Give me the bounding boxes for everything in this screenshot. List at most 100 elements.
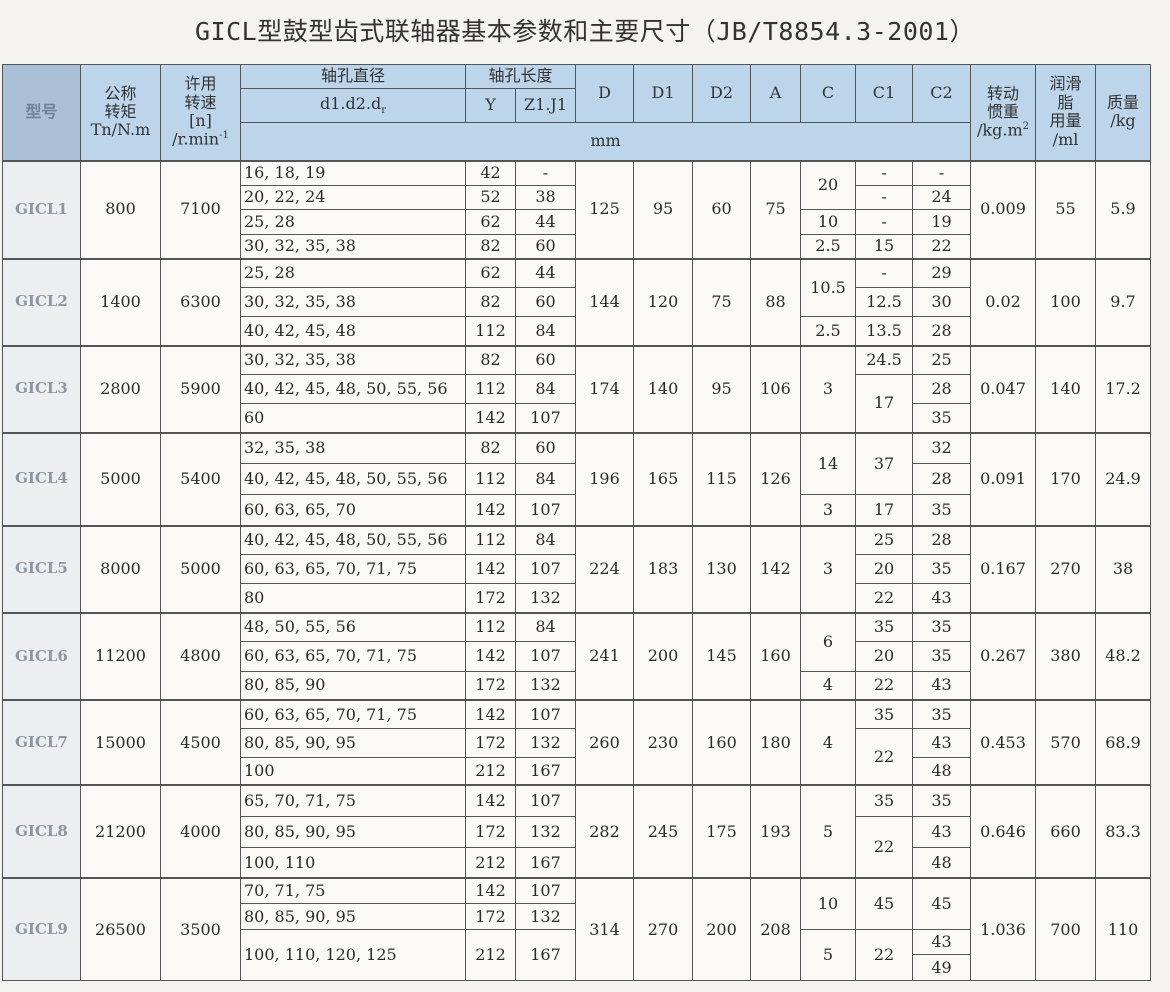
speed-cell: 6300 (160, 257, 241, 346)
dim-d2-cell: 160 (692, 699, 752, 786)
table-row: GICL5 8000 5000 40, 42, 45, 48, 50, 55, 56 1… (2, 524, 1152, 613)
bore-diameter-cell: 20, 22, 24 (240, 184, 466, 210)
dim-a-cell: 88 (750, 257, 802, 346)
bore-length-y-cell: 212 (465, 756, 516, 786)
bore-length-z1j1-cell: 107 (514, 641, 577, 672)
torque-cell: 1400 (80, 257, 161, 346)
speed-cell: 5000 (160, 524, 241, 613)
speed-cell: 7100 (160, 159, 241, 259)
table-row: 40, 42, 45, 48 112 84 2.5 13.5 28 (3, 316, 1151, 346)
bore-diameter-cell: 60, 63, 65, 70 (240, 494, 466, 526)
bore-length-z1j1-cell: 107 (514, 494, 577, 526)
inertia-cell: 0.009 (970, 159, 1037, 259)
dim-a-cell: 142 (750, 524, 802, 613)
dim-c2-cell: 35 (912, 699, 972, 730)
bore-length-y-cell: 112 (465, 316, 516, 346)
speed-cell: 3500 (160, 877, 241, 981)
mass-cell: 83.3 (1095, 784, 1152, 879)
grease-cell: 170 (1035, 431, 1097, 526)
dim-c-cell: 10 (800, 877, 857, 930)
torque-cell: 5000 (80, 431, 161, 526)
dim-c-cell: 5 (800, 784, 857, 879)
speed-cell: 4500 (160, 699, 241, 786)
header-bore-diameter: 轴孔直径 (240, 64, 466, 89)
table-row: GICL8 21200 4000 65, 70, 71, 75 142 107 282 245… (2, 784, 1152, 879)
dim-c2-cell: 35 (912, 784, 972, 817)
dim-c1-cell: 13.5 (855, 316, 914, 346)
header-model: 型号 (2, 64, 81, 161)
table-row: GICL9 26500 3500 70, 71, 75 142 107 314 270 200 2… (2, 877, 1152, 981)
bore-length-y-cell: 172 (465, 583, 516, 613)
bore-diameter-cell: 100 (240, 756, 466, 786)
dim-c2-cell: 43 (912, 670, 972, 701)
dim-c-cell: 2.5 (800, 316, 857, 346)
table-row: GICL1 800 7100 16, 18, 19 42-125 95 60 75 20- -0.… (2, 159, 1152, 259)
dim-d-cell: 282 (575, 784, 635, 879)
inertia-cell: 0.646 (970, 784, 1037, 879)
dim-d-cell: 144 (575, 257, 635, 346)
dim-c2-cell: 43 (912, 728, 972, 758)
bore-length-z1j1-cell: 107 (514, 554, 577, 584)
torque-cell: 8000 (80, 524, 161, 613)
bore-length-y-cell: 142 (465, 699, 516, 730)
dim-c-cell: 14 (800, 431, 857, 495)
bore-length-z1j1-cell: 60 (514, 287, 577, 317)
table-row: GICL2 1400 6300 25, 28 62 44 144 120 75 88 10.5-29… (2, 257, 1152, 346)
bore-length-y-cell: 62 (465, 209, 516, 235)
dim-d1-cell: 165 (633, 431, 694, 526)
mass-cell: 24.9 (1095, 431, 1152, 526)
bore-length-y-cell: 52 (465, 184, 516, 210)
bore-length-y-cell: 212 (465, 928, 516, 981)
bore-length-z1j1-cell: 44 (514, 209, 577, 235)
dim-c1-cell: 20 (855, 554, 914, 584)
bore-length-z1j1-cell: 38 (514, 184, 577, 210)
dim-d-cell: 241 (575, 611, 635, 701)
inertia-cell: 1.036 (970, 877, 1037, 981)
bore-diameter-cell: 60, 63, 65, 70, 71, 75 (240, 554, 466, 584)
dim-c1-cell: - (855, 159, 914, 186)
dim-c1-cell: 12.5 (855, 287, 914, 317)
dim-c1-cell: - (855, 209, 914, 235)
header-grease: 润滑脂用量/ml (1035, 64, 1097, 161)
bore-diameter-cell: 40, 42, 45, 48, 50, 55, 56 (240, 524, 466, 555)
dim-a-cell: 193 (750, 784, 802, 879)
inertia-cell: 0.453 (970, 699, 1037, 786)
bore-diameter-cell: 80, 85, 90, 95 (240, 815, 466, 848)
grease-cell: 570 (1035, 699, 1097, 786)
document-title: GICL型鼓型齿式联轴器基本参数和主要尺寸（JB/T8854.3-2001） (195, 17, 975, 46)
bore-length-y-cell: 42 (465, 159, 516, 186)
bore-length-z1j1-cell: 132 (514, 903, 577, 930)
dim-c-cell: 10.5 (800, 257, 857, 317)
dim-c2-cell: 48 (912, 756, 972, 786)
dim-d-cell: 174 (575, 344, 635, 433)
inertia-cell: 0.091 (970, 431, 1037, 526)
grease-cell: 100 (1035, 257, 1097, 346)
dim-c1-cell: 22 (855, 928, 914, 981)
dim-c-cell: 3 (800, 494, 857, 526)
bore-length-y-cell: 142 (465, 641, 516, 672)
header-D1: D1 (633, 64, 694, 123)
bore-length-z1j1-cell: - (514, 159, 577, 186)
table-row: 100 212 167 48 (3, 756, 1151, 786)
table-row: 80, 85, 90 172 132 4 22 43 (3, 670, 1151, 701)
dim-c1-cell: 22 (855, 815, 914, 879)
bore-length-y-cell: 142 (465, 784, 516, 817)
mass-cell: 38 (1095, 524, 1152, 613)
table-row: 49 (3, 954, 1151, 981)
dim-c2-cell: 35 (912, 611, 972, 643)
bore-length-y-cell: 62 (465, 257, 516, 288)
model-cell: GICL9 (2, 877, 81, 981)
model-cell: GICL8 (2, 784, 81, 879)
dim-c2-cell: 49 (912, 954, 972, 981)
bore-diameter-cell: 60, 63, 65, 70, 71, 75 (240, 641, 466, 672)
bore-length-z1j1-cell: 107 (514, 877, 577, 905)
bore-diameter-cell: 40, 42, 45, 48, 50, 55, 56 (240, 463, 466, 495)
dim-c-cell: 4 (800, 699, 857, 786)
speed-cell: 4000 (160, 784, 241, 879)
dim-c1-cell: 20 (855, 641, 914, 672)
header-unit-mm: mm (239, 122, 972, 161)
grease-cell: 270 (1035, 524, 1097, 613)
table-row: 40, 42, 45, 48, 50, 55, 56 112 84 28 (3, 463, 1151, 495)
dim-c2-cell: 22 (912, 233, 972, 259)
bore-diameter-cell: 40, 42, 45, 48 (240, 316, 466, 346)
